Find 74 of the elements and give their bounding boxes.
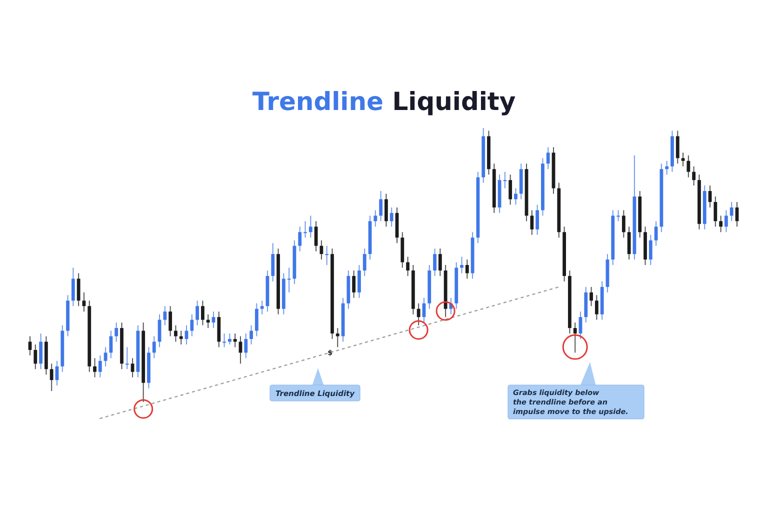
candlestick: [465, 259, 469, 280]
candlestick: [433, 248, 436, 276]
candlestick: [206, 314, 210, 329]
candlestick: [416, 302, 420, 326]
candlestick: [336, 328, 340, 348]
candlestick: [168, 306, 172, 337]
candlestick: [271, 242, 275, 282]
candlestick: [93, 358, 96, 378]
candlestick: [730, 201, 734, 222]
candlestick: [104, 346, 108, 367]
candlestick: [98, 354, 102, 378]
candlestick: [390, 206, 394, 228]
chart-title: Trendline Liquidity: [252, 87, 516, 116]
candlestick: [686, 154, 690, 178]
candlestick: [190, 314, 194, 337]
candlestick: [514, 188, 518, 206]
candlestick: [39, 333, 42, 370]
candlestick: [384, 193, 388, 228]
candlestick: [374, 210, 378, 228]
candlestick: [298, 226, 302, 252]
candlestick: [724, 210, 728, 233]
candlestick: [163, 306, 167, 326]
candlestick: [325, 245, 329, 266]
candlestick: [438, 248, 442, 276]
candlestick: [719, 215, 723, 233]
candlestick: [627, 226, 631, 260]
candlestick: [50, 363, 54, 392]
candlestick: [125, 346, 129, 370]
candlestick: [260, 300, 264, 315]
candlestick: [71, 267, 75, 307]
candlestick: [233, 333, 237, 348]
candlestick: [590, 286, 593, 307]
candlestick: [648, 234, 652, 266]
candlestick: [665, 160, 669, 176]
candlestick: [406, 256, 410, 276]
candlestick: [676, 130, 680, 164]
candlestick: [152, 336, 156, 359]
candlestick: [358, 264, 361, 298]
candlestick: [714, 196, 718, 228]
candlestick: [594, 294, 598, 320]
candlestick: [196, 300, 200, 326]
candlestick: [287, 267, 291, 293]
candlestick: [508, 174, 512, 206]
candlestick: [314, 220, 318, 252]
candlestick: [622, 210, 626, 238]
candlestick: [460, 256, 464, 274]
candlestick: [254, 302, 258, 337]
candlestick: [681, 152, 685, 167]
candlestick: [114, 322, 118, 342]
candlestick: [573, 322, 577, 354]
candlestick: [28, 336, 32, 356]
candlestick: [530, 210, 534, 236]
candlestick: [76, 272, 80, 307]
candlestick: [616, 210, 620, 222]
candlestick: [174, 324, 178, 342]
candlestick: [228, 333, 232, 345]
candlestick: [352, 270, 356, 298]
candlestick: [304, 220, 307, 238]
candlestick: [201, 300, 204, 326]
candlestick: [362, 248, 366, 276]
candlestick: [692, 166, 696, 186]
candlestick: [379, 190, 382, 222]
candlestick: [320, 240, 324, 260]
candlestick: [654, 220, 658, 246]
candlestick: [34, 344, 38, 370]
candlestick: [244, 333, 248, 359]
candlestick: [179, 330, 183, 345]
candlestick: [250, 324, 253, 345]
candlestick: [503, 171, 507, 189]
candlestick: [130, 358, 134, 378]
candlestick: [308, 215, 312, 238]
candlestick: [222, 333, 226, 348]
candlestick: [536, 204, 540, 236]
candlestick: [546, 146, 550, 170]
